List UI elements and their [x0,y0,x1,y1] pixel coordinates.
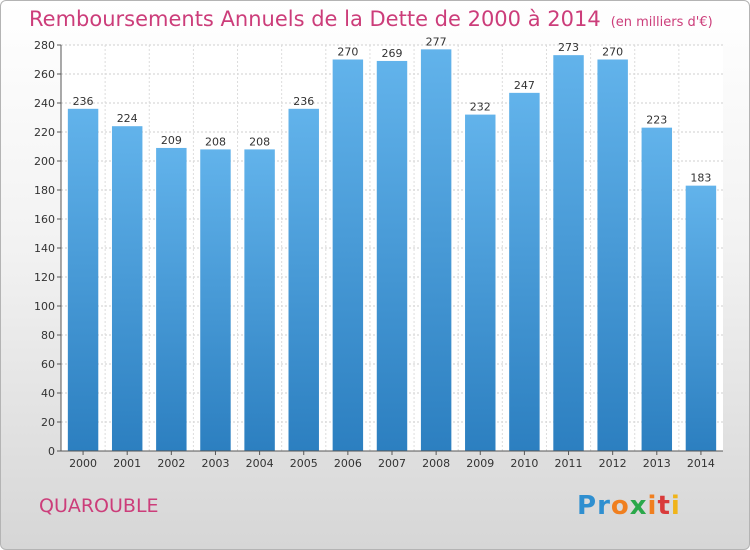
bar-value-label: 183 [690,172,711,185]
city-name: QUAROUBLE [39,495,159,517]
x-tick-label: 2011 [555,457,583,470]
x-tick-label: 2014 [687,457,715,470]
logo-letter: o [610,491,630,521]
y-tick-label: 180 [34,184,55,197]
x-tick-label: 2001 [113,457,141,470]
x-tick-label: 2013 [643,457,671,470]
x-tick-label: 2005 [290,457,318,470]
x-tick-label: 2008 [422,457,450,470]
y-tick-label: 20 [41,416,55,429]
y-tick-label: 40 [41,387,55,400]
bar-value-label: 247 [514,79,535,92]
bar-2006 [332,59,364,451]
bar-2011 [553,55,584,452]
y-tick-label: 140 [34,242,55,255]
y-tick-label: 280 [34,39,55,52]
x-tick-label: 2003 [201,457,229,470]
logo-letter: i [647,491,658,521]
chart-unit-note: (en milliers d'€) [610,15,713,30]
bar-2000 [67,108,99,452]
bar-2004 [244,149,275,451]
bar-value-label: 209 [161,134,182,147]
logo-letter: x [629,491,648,521]
bar-value-label: 270 [602,46,623,59]
bar-2014 [685,185,717,451]
bar-2009 [465,114,496,451]
y-tick-label: 100 [34,300,55,313]
bar-2005 [288,108,319,452]
x-tick-label: 2009 [466,457,494,470]
x-tick-label: 2012 [599,457,627,470]
bar-value-label: 224 [117,112,138,125]
bar-value-label: 223 [646,114,667,127]
x-tick-label: 2002 [157,457,185,470]
y-tick-label: 240 [34,97,55,110]
bar-2007 [376,60,408,451]
x-tick-label: 2007 [378,457,406,470]
bar-2013 [641,127,673,452]
bar-value-label: 273 [558,41,579,54]
y-tick-label: 220 [34,126,55,139]
y-tick-label: 260 [34,68,55,81]
chart-title: Remboursements Annuels de la Dette de 20… [29,7,713,31]
bar-value-label: 269 [382,47,403,60]
bar-2008 [420,49,452,451]
y-tick-label: 120 [34,271,55,284]
y-tick-label: 160 [34,213,55,226]
bar-value-label: 208 [249,135,270,148]
logo-letter: r [597,491,611,521]
bar-value-label: 236 [293,95,314,108]
logo-letter: P [577,491,598,521]
y-tick-label: 200 [34,155,55,168]
y-tick-label: 0 [48,445,55,458]
chart-title-main: Remboursements Annuels de la Dette de 20… [29,7,601,31]
x-tick-label: 2006 [334,457,362,470]
x-tick-label: 2010 [510,457,538,470]
bar-value-label: 236 [73,95,94,108]
y-tick-label: 60 [41,358,55,371]
x-tick-label: 2004 [246,457,274,470]
logo-letter: i [670,491,681,521]
bar-2012 [597,59,628,451]
proxiti-logo: Proxiti [577,491,681,521]
y-tick-label: 80 [41,329,55,342]
x-tick-label: 2000 [69,457,97,470]
bar-value-label: 270 [337,46,358,59]
bar-value-label: 232 [470,101,491,114]
bar-2003 [200,149,231,451]
bar-2001 [111,126,143,451]
bar-value-label: 277 [426,35,447,48]
bar-2010 [509,92,540,451]
logo-letter: t [657,491,671,521]
bar-value-label: 208 [205,135,226,148]
bar-2002 [156,147,187,451]
